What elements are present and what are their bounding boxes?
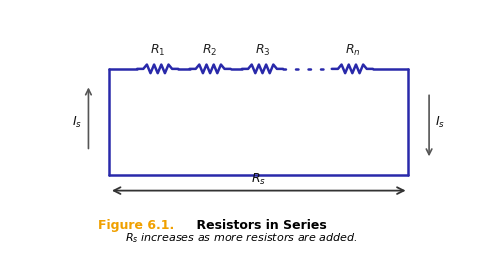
- Text: Figure 6.1.: Figure 6.1.: [98, 218, 174, 231]
- Text: $R_n$: $R_n$: [344, 43, 360, 58]
- Text: Resistors in Series: Resistors in Series: [179, 218, 327, 231]
- Text: $R_s$ increases as more resistors are added.: $R_s$ increases as more resistors are ad…: [125, 231, 358, 244]
- Text: $R_2$: $R_2$: [202, 43, 218, 58]
- Text: $I_s$: $I_s$: [435, 115, 445, 130]
- Text: $R_3$: $R_3$: [255, 43, 270, 58]
- Text: $R_s$: $R_s$: [251, 171, 266, 186]
- Text: $I_s$: $I_s$: [72, 115, 82, 130]
- Text: $R_1$: $R_1$: [150, 43, 165, 58]
